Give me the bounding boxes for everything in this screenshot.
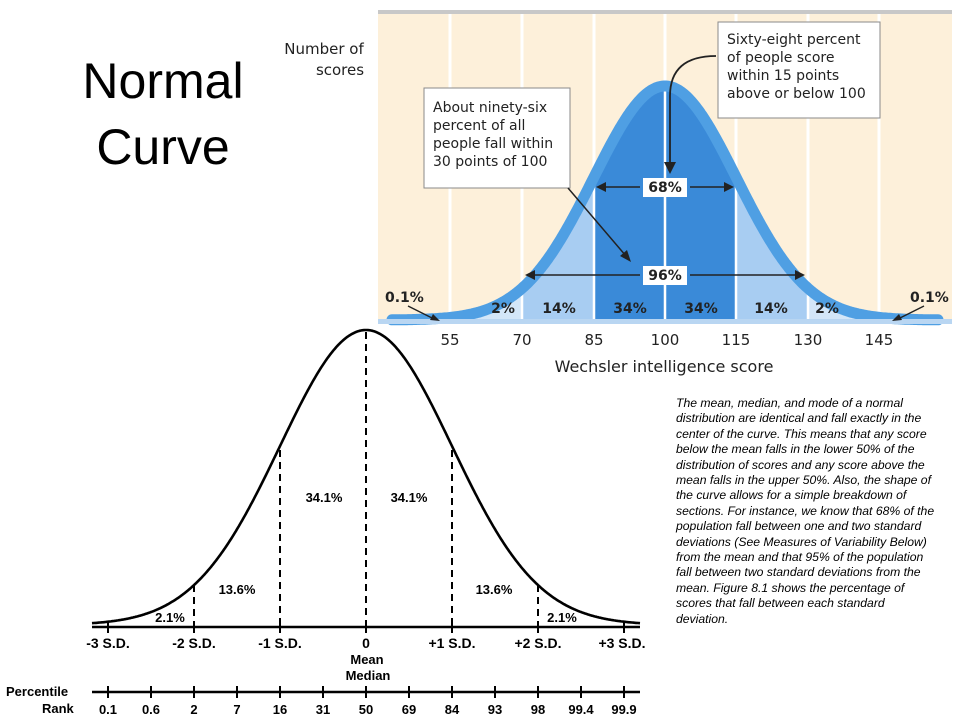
- wechsler-tick: 55: [440, 331, 459, 349]
- mean-label: Mean: [350, 652, 383, 667]
- callout-left-line: people fall within: [433, 136, 553, 152]
- segment-label: 14%: [542, 301, 576, 317]
- callout-left-arrowhead: [620, 250, 631, 262]
- segment-label: 2%: [491, 301, 515, 317]
- percentile-value: 93: [488, 702, 502, 717]
- wechsler-segment-labels: 2% 14% 34% 34% 14% 2%: [491, 301, 839, 317]
- wechsler-y-label-line2: scores: [316, 61, 364, 79]
- wechsler-tick: 70: [512, 331, 531, 349]
- callout-left-box: [423, 87, 571, 189]
- span-96-label-bg: [643, 266, 687, 285]
- percentile-value: 31: [316, 702, 330, 717]
- wechsler-tick: 130: [794, 331, 823, 349]
- span-68-arrowhead-left: [596, 182, 606, 192]
- percentile-value: 0.1: [99, 702, 117, 717]
- region-label: 34.1%: [306, 490, 343, 505]
- region-label: 2.1%: [547, 610, 577, 625]
- title-line-2: Curve: [96, 119, 230, 175]
- sd-label: -1 S.D.: [258, 635, 302, 651]
- right-tail-arrow: [897, 305, 925, 320]
- wechsler-axis-baseline: [378, 319, 952, 324]
- callout-left-line: 30 points of 100: [433, 154, 547, 170]
- callout-right-line: above or below 100: [727, 86, 866, 102]
- percentile-value: 69: [402, 702, 416, 717]
- callout-right-line: of people score: [727, 50, 834, 66]
- description-text: The mean, median, and mode of a normal d…: [676, 396, 935, 626]
- percentile-value: 50: [359, 702, 373, 717]
- segment-label: 34%: [613, 301, 647, 317]
- callout-right-arrowhead: [664, 162, 676, 174]
- callout-right-line: Sixty-eight percent: [727, 32, 861, 48]
- wechsler-tick: 100: [651, 331, 680, 349]
- callout-right-box: [717, 21, 881, 119]
- callout-right-line: within 15 points: [727, 68, 839, 84]
- segment-label: 34%: [684, 301, 718, 317]
- percentile-value: 99.9: [611, 702, 636, 717]
- right-tail-label: 0.1%: [910, 290, 949, 306]
- span-68-label-bg: [643, 178, 687, 197]
- sd-dashed-lines: [193, 332, 539, 625]
- span-96-arrowhead-left: [525, 270, 535, 280]
- left-tail-arrowhead: [430, 314, 440, 321]
- wechsler-tick: 115: [722, 331, 751, 349]
- sd-label: 0: [362, 635, 370, 651]
- wechsler-tick: 145: [865, 331, 894, 349]
- percentile-values: 0.1 0.6 2 7 16 31 50 69 84 93 98 99.4 99.9: [99, 702, 637, 717]
- percentile-value: 0.6: [142, 702, 160, 717]
- callout-right-text: Sixty-eight percent of people score with…: [727, 32, 866, 102]
- sd-label: +3 S.D.: [598, 635, 645, 651]
- segment-label: 2%: [815, 301, 839, 317]
- wechsler-curve: [386, 80, 944, 326]
- region-label: 13.6%: [476, 582, 513, 597]
- span-96-label: 96%: [648, 268, 682, 284]
- span-68-arrowhead-right: [724, 182, 734, 192]
- percentile-value: 84: [445, 702, 460, 717]
- percentile-value: 16: [273, 702, 287, 717]
- percentile-value: 7: [233, 702, 240, 717]
- slide-title: Normal Curve: [48, 48, 278, 180]
- sd-figure: 2.1% 13.6% 34.1% 34.1% 13.6% 2.1% -3 S.D…: [6, 328, 646, 717]
- callout-left-pointer: [567, 187, 627, 257]
- median-label: Median: [346, 668, 391, 683]
- region-label: 34.1%: [391, 490, 428, 505]
- sd-label: +1 S.D.: [428, 635, 475, 651]
- sd-axis-labels: -3 S.D. -2 S.D. -1 S.D. 0 +1 S.D. +2 S.D…: [86, 635, 645, 651]
- left-tail-label: 0.1%: [385, 290, 424, 306]
- region-label: 13.6%: [219, 582, 256, 597]
- callout-left-line: About ninety-six: [433, 100, 547, 116]
- wechsler-tick: 85: [584, 331, 603, 349]
- segment-label: 14%: [754, 301, 788, 317]
- percentile-ticks: [107, 686, 625, 698]
- sd-baseline-ticks: [107, 621, 625, 633]
- callout-right-pointer: [669, 55, 717, 165]
- percentile-label-line1: Percentile: [6, 684, 68, 699]
- sd-region-labels: 2.1% 13.6% 34.1% 34.1% 13.6% 2.1%: [155, 490, 577, 625]
- region-label: 2.1%: [155, 610, 185, 625]
- percentile-value: 98: [531, 702, 545, 717]
- wechsler-tick-labels: 55 70 85 100 115 130 145: [440, 331, 893, 349]
- sd-label: -3 S.D.: [86, 635, 130, 651]
- span-68-label: 68%: [648, 180, 682, 196]
- right-tail-arrowhead: [892, 314, 902, 321]
- sd-label: -2 S.D.: [172, 635, 216, 651]
- percentile-value: 2: [190, 702, 197, 717]
- wechsler-x-label: Wechsler intelligence score: [555, 357, 774, 376]
- title-line-1: Normal: [82, 53, 244, 109]
- percentile-label-line2: Rank: [42, 701, 75, 716]
- sd-label: +2 S.D.: [514, 635, 561, 651]
- sd-curve: [91, 328, 641, 625]
- callout-left-line: percent of all: [433, 118, 525, 134]
- span-96-arrowhead-right: [795, 270, 805, 280]
- wechsler-y-label-line1: Number of: [284, 40, 364, 58]
- wechsler-figure: Number of scores 55 70 85 100 115 130 14…: [284, 10, 952, 376]
- callout-left-text: About ninety-six percent of all people f…: [433, 100, 553, 170]
- percentile-value: 99.4: [568, 702, 594, 717]
- left-tail-arrow: [407, 305, 435, 320]
